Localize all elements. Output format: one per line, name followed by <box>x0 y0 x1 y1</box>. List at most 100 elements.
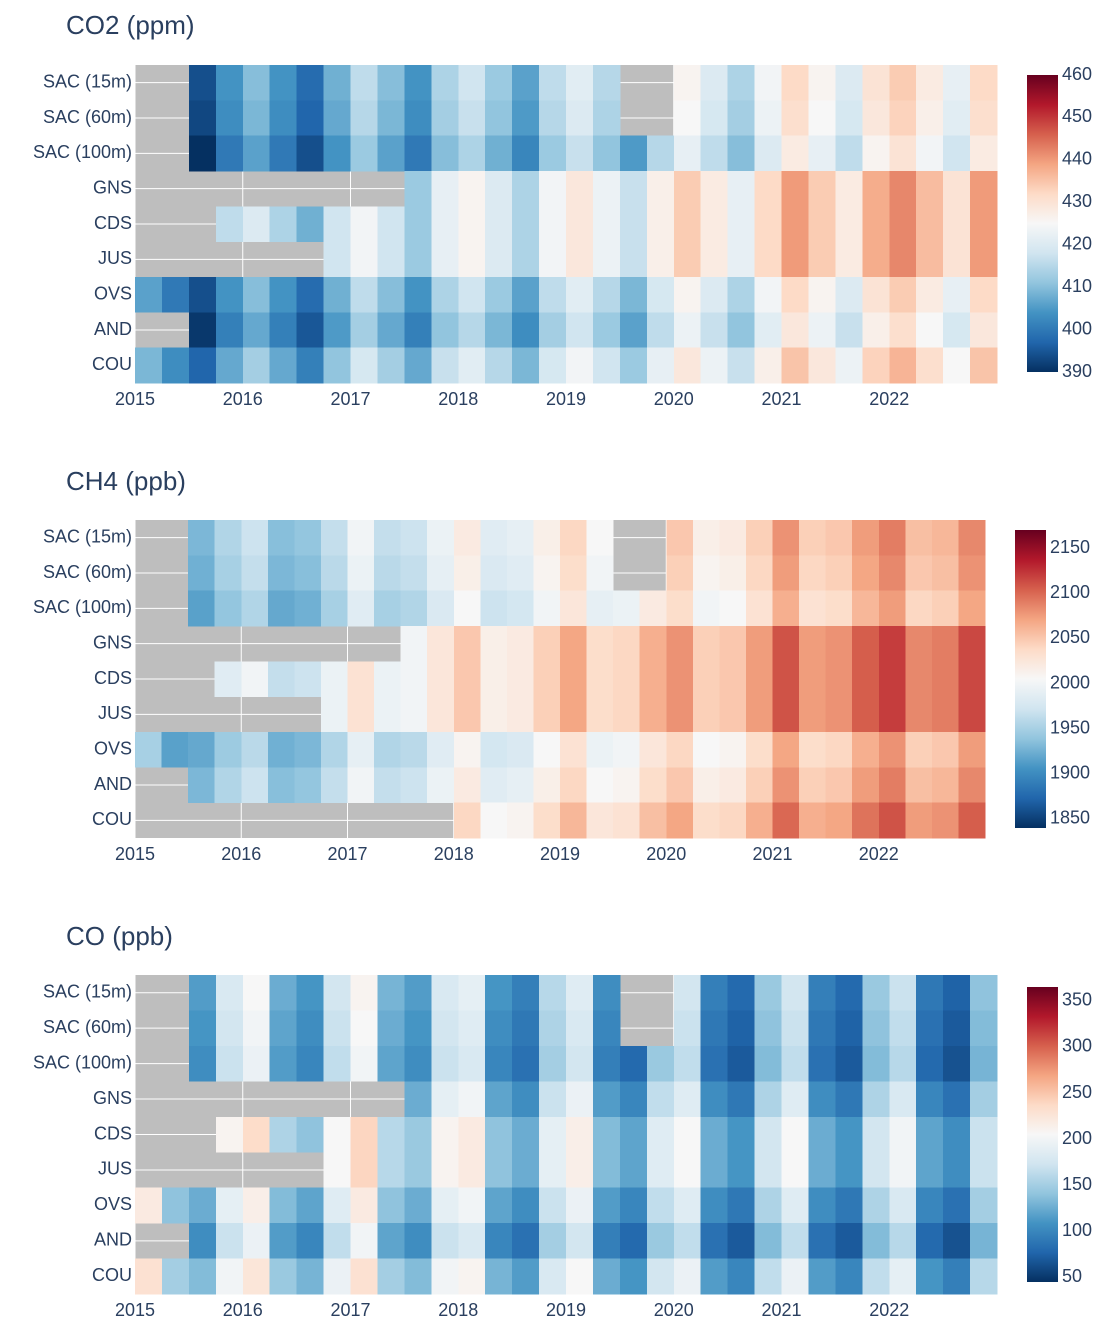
heatmap-cell <box>916 1152 944 1189</box>
heatmap-cell <box>673 1223 702 1259</box>
heatmap-cell <box>619 206 648 243</box>
heatmap-cell <box>646 1116 675 1153</box>
heatmap-cell <box>970 100 998 137</box>
heatmap-cell <box>431 1045 459 1082</box>
heatmap-cell <box>592 975 621 1011</box>
heatmap-cell <box>377 1045 405 1082</box>
heatmap-cell <box>427 626 455 662</box>
heatmap-cell <box>400 696 428 733</box>
heatmap-cell <box>835 1258 863 1295</box>
heatmap-cell <box>781 312 809 349</box>
colorbar-tick-label: 410 <box>1062 276 1092 296</box>
heatmap-cell <box>781 347 809 384</box>
heatmap-cell <box>889 1152 917 1189</box>
heatmap-cell <box>745 590 773 627</box>
x-tick-label: 2017 <box>330 1300 370 1320</box>
heatmap-cell <box>320 555 348 592</box>
heatmap-cell <box>188 520 216 556</box>
heatmap-cell <box>943 1187 971 1224</box>
heatmap-cell <box>458 1081 486 1118</box>
heatmap-cell <box>374 661 402 698</box>
x-tick-label: 2020 <box>654 1300 694 1320</box>
heatmap-cell <box>619 312 648 349</box>
heatmap-cell <box>512 312 540 349</box>
heatmap-cell <box>889 975 917 1011</box>
y-tick-label: CDS <box>94 668 132 688</box>
heatmap-cell <box>862 1010 890 1047</box>
heatmap-cell <box>350 1045 378 1082</box>
heatmap-cell <box>458 135 486 172</box>
heatmap-cell <box>480 626 508 662</box>
heatmap-cell <box>377 1258 405 1295</box>
heatmap-cell <box>512 1223 540 1259</box>
heatmap-cell <box>267 767 295 804</box>
heatmap-cell <box>485 1258 513 1295</box>
heatmap-cell <box>215 312 244 349</box>
heatmap-cell <box>135 1187 163 1224</box>
heatmap-cell <box>404 277 432 313</box>
heatmap-cell <box>943 100 971 137</box>
heatmap-cell <box>566 135 594 172</box>
heatmap-cell <box>781 1258 809 1295</box>
heatmap-cell <box>692 767 720 804</box>
heatmap-cell <box>905 661 933 698</box>
heatmap-cell <box>485 100 513 137</box>
heatmap-cell <box>323 1223 351 1259</box>
heatmap-cell <box>404 206 432 243</box>
heatmap-cell <box>453 626 481 662</box>
heatmap-cell <box>754 975 782 1011</box>
heatmap-cell <box>377 312 405 349</box>
y-tick-label: OVS <box>94 1194 132 1214</box>
heatmap-cell <box>485 206 513 243</box>
heatmap-cell <box>431 1010 459 1047</box>
heatmap-cell <box>560 696 587 733</box>
colorbar-tick-label: 400 <box>1062 318 1092 338</box>
heatmap-cell <box>269 1258 298 1295</box>
heatmap-cell <box>296 1116 324 1153</box>
heatmap-cell <box>673 1045 702 1082</box>
heatmap-cell <box>639 696 667 733</box>
heatmap-cell <box>377 206 405 243</box>
heatmap-cell <box>970 975 998 1011</box>
heatmap-cell <box>188 100 217 137</box>
heatmap-cell <box>592 277 621 313</box>
y-tick-label: SAC (60m) <box>43 1017 132 1037</box>
heatmap-cell <box>889 277 917 313</box>
heatmap-cell <box>458 65 486 101</box>
heatmap-cell <box>745 661 773 698</box>
x-tick-label: 2022 <box>869 1300 909 1320</box>
heatmap-cell <box>242 975 271 1011</box>
heatmap-cell <box>889 241 917 278</box>
heatmap-cell <box>781 1081 809 1118</box>
colorbar <box>1027 75 1058 372</box>
heatmap-cell <box>889 206 917 243</box>
heatmap-cell <box>646 1223 675 1259</box>
heatmap-cell <box>727 312 755 349</box>
colorbar-tick-label: 1900 <box>1050 763 1090 783</box>
heatmap-cell <box>673 241 702 278</box>
heatmap-cell <box>485 1081 513 1118</box>
heatmap-cell <box>296 312 324 349</box>
heatmap-cell <box>377 135 405 172</box>
heatmap-cell <box>970 1045 998 1082</box>
heatmap-cell <box>754 1152 782 1189</box>
heatmap-cell <box>294 732 322 768</box>
heatmap-cell <box>745 802 773 839</box>
heatmap-cell <box>566 1045 594 1082</box>
heatmap-cell <box>400 661 428 698</box>
heatmap-cell <box>512 347 540 384</box>
heatmap-cell <box>889 1116 917 1153</box>
heatmap-cell <box>267 590 295 627</box>
heatmap-cell <box>825 626 853 662</box>
heatmap-cell <box>485 347 513 384</box>
heatmap-cell <box>916 65 944 101</box>
heatmap-cell <box>458 1187 486 1224</box>
heatmap-cell <box>754 1045 782 1082</box>
heatmap-cell <box>808 65 836 101</box>
y-tick-label: OVS <box>94 738 132 758</box>
heatmap-cell <box>374 767 402 804</box>
heatmap-cell <box>772 555 800 592</box>
heatmap-cell <box>512 975 540 1011</box>
heatmap-cell <box>889 171 917 207</box>
heatmap-cell <box>539 1081 567 1118</box>
